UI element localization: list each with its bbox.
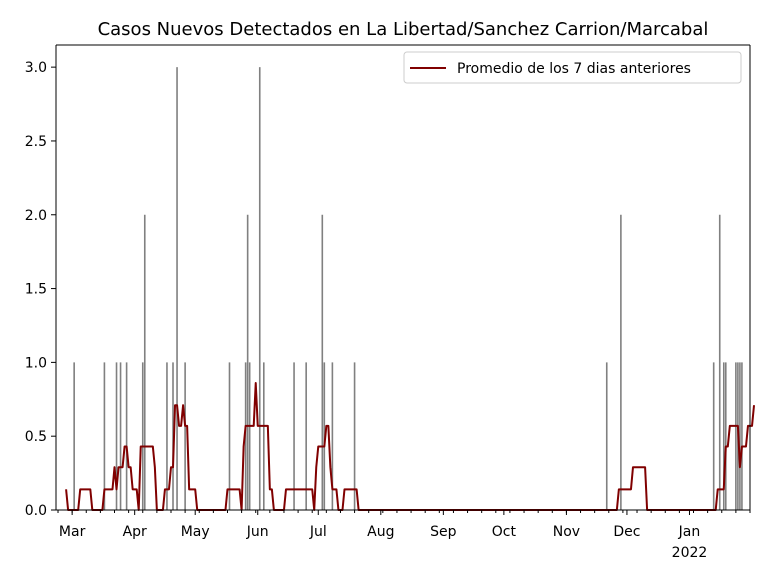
- x-tick-label: Apr: [123, 524, 147, 540]
- bar: [724, 362, 727, 510]
- x-tick-label: Mar: [59, 524, 86, 540]
- bar: [115, 362, 118, 510]
- bar: [323, 362, 326, 510]
- bar: [735, 362, 737, 510]
- bar: [125, 362, 128, 510]
- bar: [172, 362, 174, 510]
- x-tick-label: Sep: [430, 524, 457, 540]
- y-tick-label: 1.0: [25, 355, 47, 371]
- bar: [712, 362, 715, 510]
- bar: [246, 214, 249, 510]
- x-tick-label: Aug: [367, 524, 394, 540]
- bar: [244, 362, 247, 510]
- legend-label: Promedio de los 7 dias anteriores: [457, 61, 691, 77]
- bar: [184, 362, 186, 510]
- y-tick-label: 2.5: [25, 134, 47, 150]
- x-tick-label: Nov: [553, 524, 580, 540]
- bar: [605, 362, 608, 510]
- y-tick-label: 3.0: [25, 60, 47, 76]
- bar: [143, 214, 146, 510]
- x-tick-label: Jun: [246, 524, 269, 540]
- bar: [620, 214, 622, 510]
- y-tick-label: 1.5: [25, 282, 47, 298]
- bar: [73, 362, 75, 510]
- bar: [176, 67, 178, 510]
- bar: [258, 67, 261, 510]
- bar: [331, 362, 334, 510]
- x-tick-label: Dec: [613, 524, 640, 540]
- series-line: [65, 382, 756, 511]
- y-tick-label: 0.0: [25, 503, 47, 519]
- legend-box: [403, 51, 742, 84]
- bar: [103, 362, 106, 510]
- bar: [305, 362, 307, 510]
- bar: [722, 362, 725, 510]
- chart-title: Casos Nuevos Detectados en La Libertad/S…: [98, 19, 709, 40]
- line-layer: [65, 382, 756, 511]
- bar: [353, 362, 356, 510]
- bar: [248, 362, 251, 510]
- bar: [321, 214, 324, 510]
- bar: [741, 362, 743, 510]
- x-tick-label: Oct: [492, 524, 517, 540]
- bar: [739, 362, 741, 510]
- bar: [262, 362, 265, 510]
- y-tick-label: 0.5: [25, 429, 47, 445]
- x-tick-label: Jul: [309, 524, 327, 540]
- x-tick-label: Jan: [678, 524, 701, 540]
- bar: [166, 362, 168, 510]
- bar: [119, 362, 122, 510]
- bar: [141, 362, 144, 510]
- bar: [293, 362, 295, 510]
- legend: Promedio de los 7 dias anteriores: [403, 51, 742, 84]
- bar: [228, 362, 231, 510]
- x-tick-label: May: [181, 524, 210, 540]
- bar: [718, 214, 721, 510]
- axes-layer: 0.0 0.5 1.0 1.5 2.0 2.5 3.0 Mar Apr May Jun Jul Aug S…: [25, 44, 751, 561]
- y-tick-label: 2.0: [25, 208, 47, 224]
- x-tick-sublabel: 2022: [672, 545, 708, 561]
